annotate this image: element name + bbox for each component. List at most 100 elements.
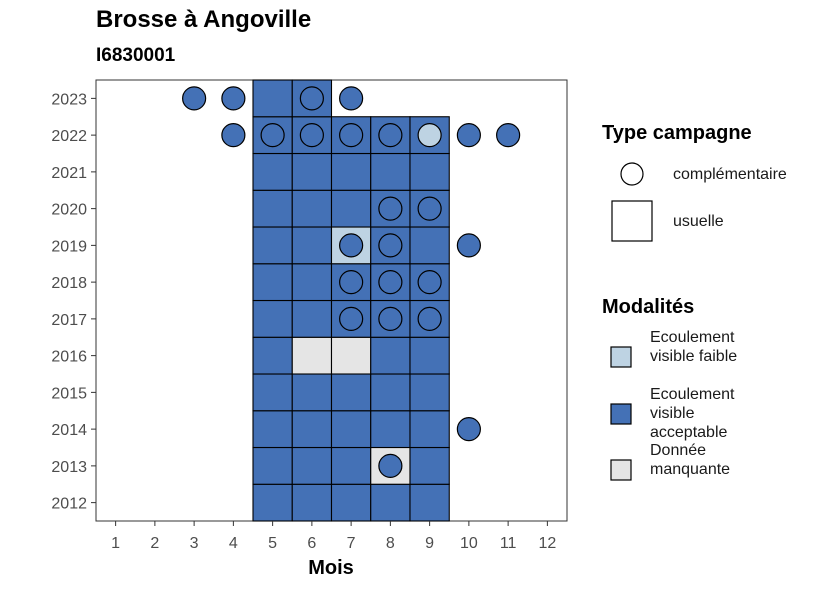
point-2023-6 bbox=[299, 86, 324, 111]
point-2022-9 bbox=[417, 123, 442, 148]
points-layer bbox=[182, 86, 521, 478]
point-2022-10 bbox=[456, 123, 481, 148]
tile-2017-5 bbox=[252, 299, 293, 338]
y-tick-label-2020: 2020 bbox=[51, 202, 87, 219]
tile-2020-5 bbox=[252, 189, 293, 228]
tile-2016-6 bbox=[291, 336, 333, 375]
point-2019-7 bbox=[339, 233, 364, 258]
tile-2014-9 bbox=[409, 410, 450, 449]
x-tick-label-6: 6 bbox=[307, 535, 316, 552]
point-2022-6 bbox=[299, 123, 324, 148]
tile-2015-7 bbox=[330, 373, 372, 412]
point-2019-10 bbox=[456, 233, 481, 258]
y-tick-label-2022: 2022 bbox=[51, 128, 87, 145]
tile-2013-5 bbox=[252, 446, 293, 485]
tile-2021-9 bbox=[409, 152, 450, 191]
x-tick-label-1: 1 bbox=[111, 535, 120, 552]
y-axis: 2012 2013 2014 2015 2016 2017 2018 2019 2020 2021… bbox=[51, 91, 96, 513]
tile-2012-6 bbox=[291, 483, 333, 522]
x-tick-label-4: 4 bbox=[229, 535, 238, 552]
point-2020-8 bbox=[378, 196, 403, 221]
point-2022-11 bbox=[496, 123, 521, 148]
tile-2019-9 bbox=[409, 226, 450, 265]
legend-label-acceptable: Ecoulement visible acceptable bbox=[650, 386, 735, 441]
x-tick-label-3: 3 bbox=[190, 535, 199, 552]
legend-label-complementaire: complémentaire bbox=[673, 166, 787, 183]
tile-2012-8 bbox=[370, 483, 411, 522]
tile-2016-5 bbox=[252, 336, 293, 375]
point-2017-7 bbox=[339, 306, 364, 331]
point-2020-9 bbox=[417, 196, 442, 221]
point-2022-8 bbox=[378, 123, 403, 148]
tile-2016-8 bbox=[370, 336, 411, 375]
tile-2021-5 bbox=[252, 152, 293, 191]
tile-2014-7 bbox=[330, 410, 372, 449]
legend-label-manquante: Donnée manquante bbox=[650, 442, 731, 478]
y-tick-label-2017: 2017 bbox=[51, 312, 87, 329]
tile-2020-7 bbox=[330, 189, 372, 228]
point-2023-4 bbox=[221, 86, 246, 111]
tile-2017-6 bbox=[291, 299, 333, 338]
point-2017-8 bbox=[378, 306, 403, 331]
x-tick-label-10: 10 bbox=[460, 535, 478, 552]
tile-2019-6 bbox=[291, 226, 333, 265]
y-tick-label-2014: 2014 bbox=[51, 422, 87, 439]
y-tick-label-2018: 2018 bbox=[51, 275, 87, 292]
tile-2014-6 bbox=[291, 410, 333, 449]
legend-square-usuelle bbox=[611, 200, 653, 242]
tile-2012-7 bbox=[330, 483, 372, 522]
tile-2013-6 bbox=[291, 446, 333, 485]
point-2023-3 bbox=[182, 86, 207, 111]
point-2018-8 bbox=[378, 270, 403, 295]
legend-modalites-swatches bbox=[610, 346, 632, 481]
tile-2012-5 bbox=[252, 483, 293, 522]
y-tick-label-2019: 2019 bbox=[51, 238, 87, 255]
tile-2013-7 bbox=[330, 446, 372, 485]
legend-title-modalites: Modalités bbox=[602, 296, 695, 318]
tile-2020-6 bbox=[291, 189, 333, 228]
point-2022-5 bbox=[260, 123, 285, 148]
tile-2015-5 bbox=[252, 373, 293, 412]
tile-2021-8 bbox=[370, 152, 411, 191]
point-2017-9 bbox=[417, 306, 442, 331]
x-tick-label-7: 7 bbox=[347, 535, 356, 552]
chart-subtitle: I6830001 bbox=[96, 45, 176, 66]
y-tick-label-2013: 2013 bbox=[51, 459, 87, 476]
legend-label-faible: Ecoulement visible faible bbox=[650, 329, 738, 365]
legend-swatch-1 bbox=[610, 403, 632, 425]
x-tick-label-2: 2 bbox=[150, 535, 159, 552]
tile-2023-5 bbox=[252, 79, 293, 118]
legend-title-type: Type campagne bbox=[602, 122, 752, 144]
x-axis-label: Mois bbox=[308, 557, 354, 579]
tile-2021-7 bbox=[330, 152, 372, 191]
legend-swatch-0 bbox=[610, 346, 632, 368]
y-tick-label-2023: 2023 bbox=[51, 91, 87, 108]
x-tick-label-11: 11 bbox=[500, 535, 517, 552]
tile-2015-9 bbox=[409, 373, 450, 412]
y-tick-label-2015: 2015 bbox=[51, 385, 87, 402]
y-tick-label-2021: 2021 bbox=[51, 165, 87, 182]
legend-swatch-2 bbox=[610, 459, 632, 481]
tile-2019-5 bbox=[252, 226, 293, 265]
point-2018-7 bbox=[339, 270, 364, 295]
tile-2018-6 bbox=[291, 263, 333, 302]
point-2018-9 bbox=[417, 270, 442, 295]
tile-2021-6 bbox=[291, 152, 333, 191]
x-axis: 1 2 3 4 5 6 7 8 9 10 11 12 bbox=[111, 521, 556, 552]
tile-2014-5 bbox=[252, 410, 293, 449]
chart-title: Brosse à Angoville bbox=[96, 6, 312, 33]
tile-2016-7 bbox=[330, 336, 372, 375]
point-2019-8 bbox=[378, 233, 403, 258]
x-tick-label-8: 8 bbox=[386, 535, 395, 552]
x-tick-label-5: 5 bbox=[268, 535, 277, 552]
point-2023-7 bbox=[339, 86, 364, 111]
tile-2014-8 bbox=[370, 410, 411, 449]
tile-2018-5 bbox=[252, 263, 293, 302]
x-tick-label-12: 12 bbox=[538, 535, 556, 552]
point-2022-7 bbox=[339, 123, 364, 148]
point-2014-10 bbox=[456, 417, 481, 442]
tile-2013-9 bbox=[409, 446, 450, 485]
tile-2016-9 bbox=[409, 336, 450, 375]
legend-circle-complementaire bbox=[620, 162, 644, 186]
